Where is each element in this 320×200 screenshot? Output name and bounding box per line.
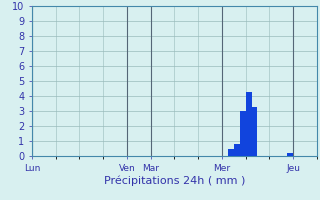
Bar — [287, 153, 293, 156]
Bar — [252, 106, 258, 156]
Bar — [228, 148, 234, 156]
X-axis label: Précipitations 24h ( mm ): Précipitations 24h ( mm ) — [104, 175, 245, 186]
Bar — [240, 111, 246, 156]
Bar — [234, 144, 240, 156]
Bar — [246, 92, 252, 156]
